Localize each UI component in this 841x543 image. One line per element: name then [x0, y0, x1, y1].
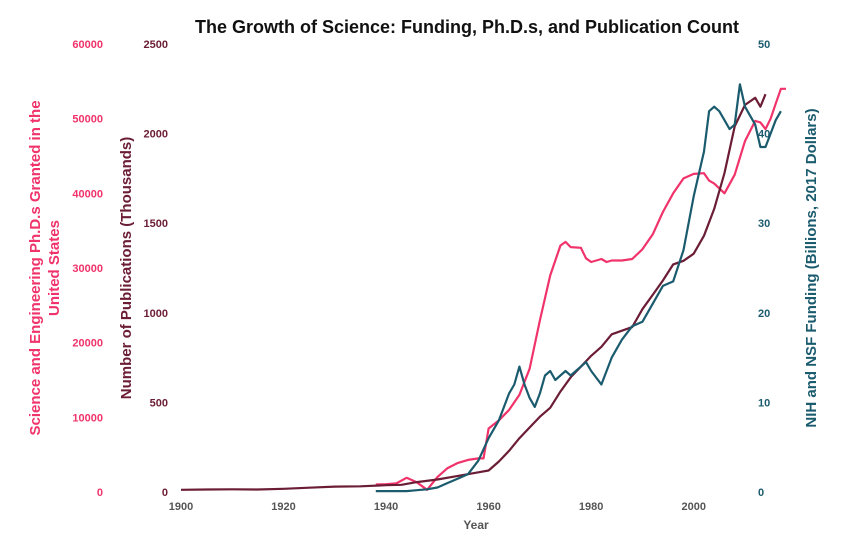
- right-tick-label: 0: [758, 487, 764, 499]
- left-outer-tick-label: 30000: [72, 263, 103, 275]
- x-tick-label: 1920: [271, 501, 295, 513]
- left-inner-tick-label: 2500: [144, 39, 168, 51]
- series-layer: [180, 83, 786, 493]
- right-tick-label: 20: [758, 308, 770, 320]
- left-outer-tick-label: 10000: [72, 412, 103, 424]
- right-tick-label: 30: [758, 218, 770, 230]
- chart-title: The Growth of Science: Funding, Ph.D.s, …: [195, 17, 739, 37]
- x-tick-label: 1960: [476, 501, 500, 513]
- left-outer-axis: 0 10000 20000 30000 40000 50000 60000: [72, 39, 103, 499]
- right-axis-label: NIH and NSF Funding (Billions, 2017 Doll…: [803, 108, 820, 427]
- left-outer-axis-label-line1: Science and Engineering Ph.D.s Granted i…: [27, 100, 44, 435]
- left-inner-tick-label: 1500: [144, 218, 168, 230]
- right-axis: 0 10 20 30 40 50: [758, 39, 770, 499]
- right-tick-label: 50: [758, 39, 770, 51]
- series-line-left-inner: [180, 93, 767, 491]
- left-outer-tick-label: 20000: [72, 338, 103, 350]
- left-inner-tick-label: 2000: [144, 129, 168, 141]
- x-tick-label: 1940: [374, 501, 398, 513]
- left-inner-tick-label: 1000: [144, 308, 168, 320]
- x-tick-label: 1980: [579, 501, 603, 513]
- x-axis-label: Year: [463, 518, 489, 532]
- series-line-left-outer: [375, 87, 786, 491]
- left-outer-tick-label: 50000: [72, 114, 103, 126]
- left-inner-axis-label: Number of Publications (Thousands): [118, 137, 135, 400]
- left-inner-tick-label: 500: [150, 397, 168, 409]
- left-inner-tick-label: 0: [162, 487, 168, 499]
- left-outer-axis-label-line2: United States: [46, 220, 63, 316]
- x-tick-label: 1900: [169, 501, 193, 513]
- left-inner-axis: 0 500 1000 1500 2000 2500: [144, 39, 168, 499]
- right-tick-label: 10: [758, 397, 770, 409]
- left-outer-tick-label: 60000: [72, 39, 103, 51]
- series-line-right: [375, 83, 782, 493]
- right-tick-label: 40: [758, 129, 770, 141]
- left-outer-tick-label: 0: [97, 487, 103, 499]
- left-outer-tick-label: 40000: [72, 188, 103, 200]
- x-tick-label: 2000: [681, 501, 705, 513]
- x-axis: 1900 1920 1940 1960 1980 2000: [169, 501, 706, 513]
